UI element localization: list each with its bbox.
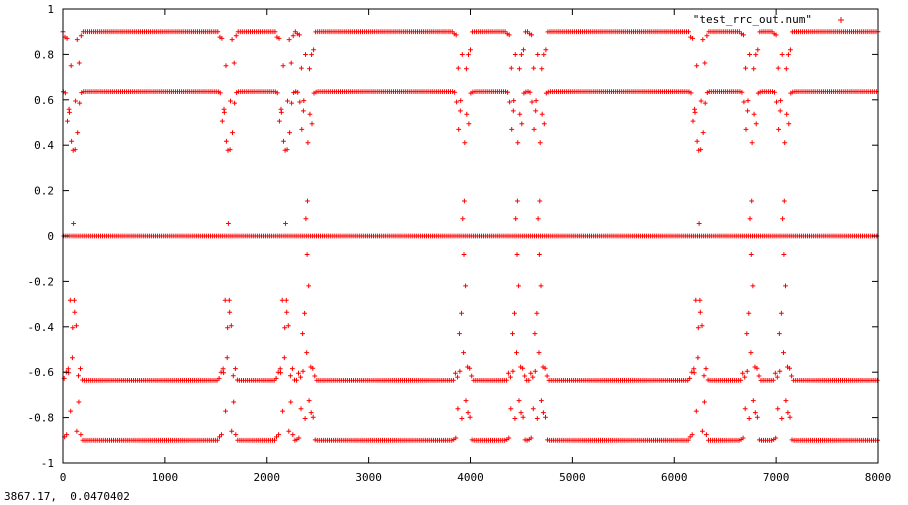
x-tick-label: 0 <box>60 471 67 484</box>
x-tick-label: 5000 <box>559 471 586 484</box>
x-tick-label: 4000 <box>457 471 484 484</box>
y-tick-label: -1 <box>41 457 54 470</box>
mouse-coordinates: 3867.17, 0.0470402 <box>4 490 130 503</box>
y-tick-label: 0.2 <box>34 185 54 198</box>
y-tick-label: 0.6 <box>34 94 54 107</box>
series-test-rrc-out-points <box>60 29 881 443</box>
y-tick-label: 0.8 <box>34 48 54 61</box>
x-tick-label: 1000 <box>152 471 179 484</box>
y-tick-label: -0.2 <box>28 275 55 288</box>
y-tick-label: -0.6 <box>28 366 55 379</box>
x-tick-label: 8000 <box>865 471 892 484</box>
axis-ticks: 1 0.8 0.6 0.4 0.2 0 -0.2 -0.4 -0.6 -0.8 -1 0 1000 200… <box>28 3 892 484</box>
y-tick-label: -0.8 <box>28 412 55 425</box>
y-tick-label: -0.4 <box>28 321 55 334</box>
y-tick-label: 1 <box>47 3 54 16</box>
x-tick-label: 6000 <box>661 471 688 484</box>
data-points <box>60 29 881 443</box>
legend-label: "test_rrc_out.num" <box>693 13 812 26</box>
legend: "test_rrc_out.num" <box>693 13 844 26</box>
x-tick-label: 2000 <box>254 471 281 484</box>
legend-marker-icon <box>838 17 844 23</box>
y-tick-label: 0 <box>47 230 54 243</box>
x-tick-label: 7000 <box>763 471 790 484</box>
y-tick-label: 0.4 <box>34 139 54 152</box>
x-tick-label: 3000 <box>355 471 382 484</box>
